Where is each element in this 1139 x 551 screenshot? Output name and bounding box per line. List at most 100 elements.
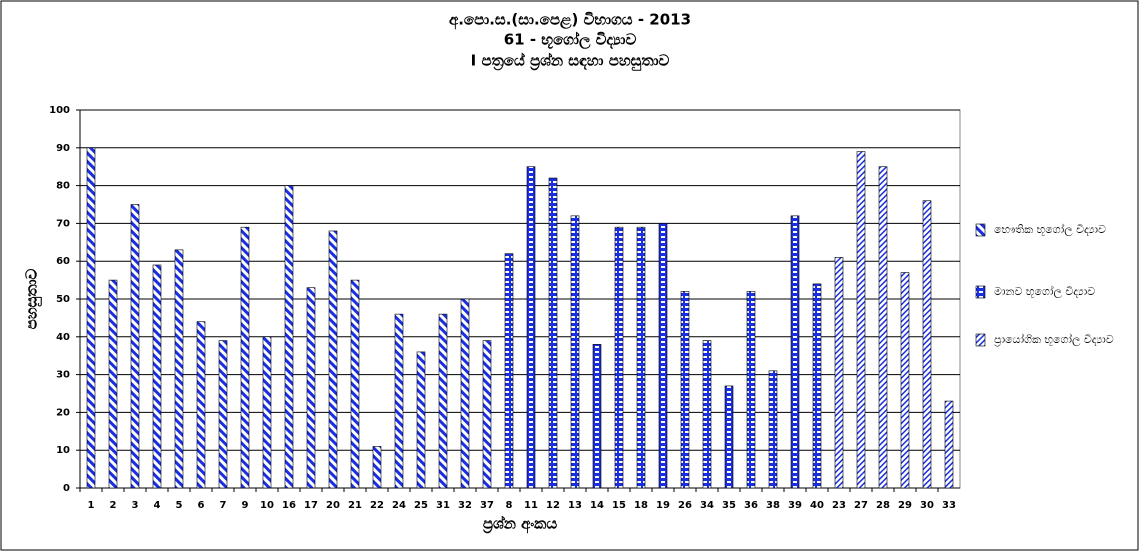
- bar: [944, 400, 954, 489]
- bar: [86, 147, 96, 489]
- bar: [240, 226, 250, 489]
- legend-swatch: [975, 333, 986, 347]
- x-tick-label: 26: [678, 500, 692, 511]
- x-tick-label: 34: [700, 500, 714, 511]
- x-tick-label: 9: [242, 500, 249, 511]
- bar: [614, 226, 624, 489]
- y-axis-label: පහසුතාව: [23, 268, 43, 329]
- x-tick-label: 4: [154, 500, 161, 511]
- x-tick-label: 40: [810, 500, 824, 511]
- x-tick-label: 29: [898, 500, 912, 511]
- x-tick-label: 15: [612, 500, 626, 511]
- bar: [658, 223, 668, 489]
- x-tick-label: 21: [348, 500, 362, 511]
- bar: [680, 291, 690, 489]
- bar: [570, 215, 580, 489]
- bar: [306, 287, 316, 489]
- x-tick-label: 35: [722, 500, 736, 511]
- bar: [196, 321, 206, 489]
- bar: [108, 279, 118, 489]
- bar: [482, 340, 492, 489]
- title: I පත්‍රයේ ප්‍රශ්න සඳහා පහසුතාව: [471, 51, 670, 71]
- x-tick-label: 36: [744, 500, 758, 511]
- x-tick-label: 3: [132, 500, 139, 511]
- bar: [878, 166, 888, 489]
- x-tick-label: 1: [88, 500, 95, 511]
- x-axis-label: ප්‍රශ්න අංකය: [483, 514, 558, 534]
- x-tick-label: 7: [220, 500, 227, 511]
- x-tick-label: 23: [832, 500, 846, 511]
- x-tick-label: 30: [920, 500, 934, 511]
- x-tick-label: 10: [260, 500, 274, 511]
- x-tick-label: 11: [524, 500, 538, 511]
- y-tick-label: 20: [56, 407, 70, 418]
- x-tick-label: 8: [506, 500, 513, 511]
- x-tick-label: 13: [568, 500, 582, 511]
- bar: [262, 336, 272, 489]
- bar: [790, 215, 800, 489]
- bar: [152, 264, 162, 489]
- bar: [438, 313, 448, 489]
- bar: [328, 230, 338, 489]
- x-tick-label: 25: [414, 500, 428, 511]
- y-tick-label: 40: [56, 332, 70, 343]
- y-tick-label: 30: [56, 370, 70, 381]
- bar: [174, 249, 184, 489]
- y-tick-label: 60: [56, 256, 70, 267]
- x-tick-label: 12: [546, 500, 560, 511]
- x-tick-label: 16: [282, 500, 296, 511]
- y-tick-label: 100: [49, 105, 70, 116]
- bar: [702, 340, 712, 489]
- x-tick-label: 14: [590, 500, 604, 511]
- y-tick-label: 90: [56, 143, 70, 154]
- x-tick-label: 39: [788, 500, 802, 511]
- bar: [284, 185, 294, 489]
- bar: [592, 344, 602, 489]
- x-tick-label: 38: [766, 500, 780, 511]
- bar: [746, 291, 756, 489]
- bar: [834, 257, 844, 489]
- bar: [768, 370, 778, 489]
- bar: [130, 204, 140, 489]
- bar: [548, 177, 558, 489]
- y-tick-label: 70: [56, 218, 70, 229]
- x-tick-label: 18: [634, 500, 648, 511]
- legend-swatch: [975, 223, 986, 237]
- x-tick-label: 17: [304, 500, 318, 511]
- bar: [922, 200, 932, 489]
- x-tick-label: 28: [876, 500, 890, 511]
- bar: [350, 279, 360, 489]
- bar: [218, 340, 228, 489]
- bar: [900, 272, 910, 489]
- x-tick-label: 5: [176, 500, 183, 511]
- bar: [636, 226, 646, 489]
- bar: [394, 313, 404, 489]
- x-tick-label: 32: [458, 500, 472, 511]
- legend-label: භෞතික භූගෝල විද්‍යාව: [994, 222, 1106, 237]
- y-tick-label: 80: [56, 181, 70, 192]
- y-tick-label: 50: [56, 294, 70, 305]
- x-tick-label: 22: [370, 500, 384, 511]
- bar: [724, 385, 734, 489]
- bar: [416, 351, 426, 489]
- x-tick-label: 2: [110, 500, 117, 511]
- y-tick-label: 0: [63, 483, 70, 494]
- x-tick-label: 6: [198, 500, 205, 511]
- legend-swatch: [975, 285, 986, 299]
- bar: [856, 151, 866, 489]
- title: 61 - භූගෝල විද්‍යාව: [504, 31, 637, 50]
- x-tick-label: 37: [480, 500, 494, 511]
- bar: [460, 298, 470, 489]
- x-tick-label: 24: [392, 500, 406, 511]
- x-tick-label: 20: [326, 500, 340, 511]
- bar: [526, 166, 536, 489]
- bar: [812, 283, 822, 489]
- title: අ.පො.ස.(සා.පෙළ) විභාගය - 2013: [449, 11, 691, 30]
- legend-label: මානව භූගෝල විද්‍යාව: [994, 284, 1095, 299]
- y-tick-label: 10: [56, 445, 70, 456]
- bar: [372, 446, 382, 489]
- legend-label: ප්‍රායෝගික භූගෝල විද්‍යාව: [994, 332, 1114, 347]
- x-tick-label: 27: [854, 500, 868, 511]
